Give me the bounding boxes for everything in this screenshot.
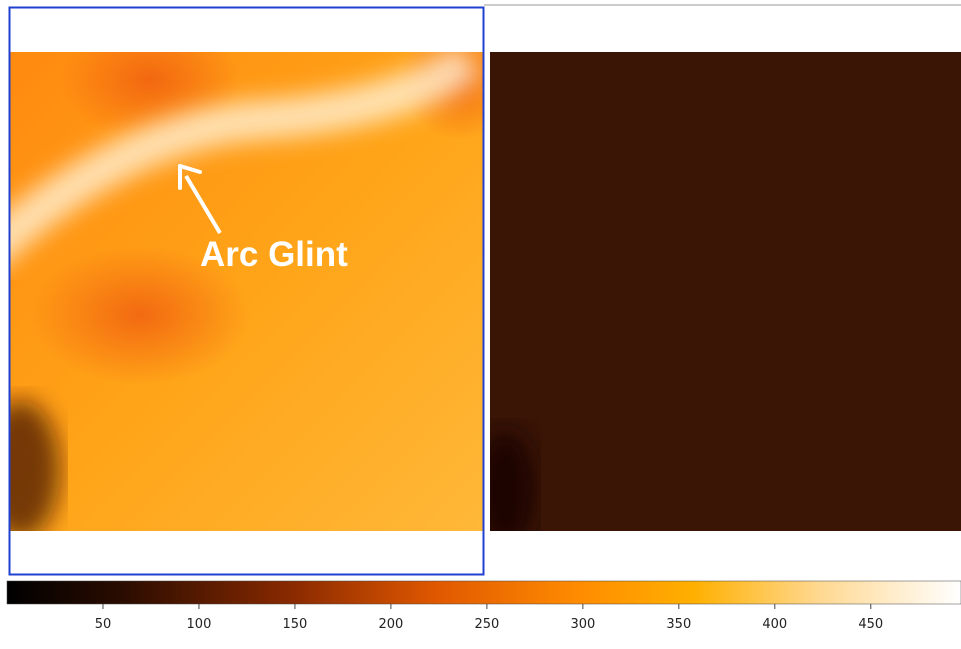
colorbar-tick-label: 250 (474, 617, 499, 632)
colorbar-tick-label: 300 (570, 617, 595, 632)
left-image (9, 52, 484, 531)
colorbar-tick-label: 200 (378, 617, 403, 632)
colorbar (6, 580, 961, 605)
colorbar-tick-label: 50 (95, 617, 112, 632)
selection-frame[interactable] (8, 6, 485, 576)
colorbar-tick-label: 400 (762, 617, 787, 632)
colorbar-tick-label: 150 (283, 617, 308, 632)
colorbar-tick-label: 350 (666, 617, 691, 632)
right-image (490, 52, 961, 531)
annotation-text: Arc Glint (200, 235, 348, 274)
colorbar-tick-label: 450 (858, 617, 883, 632)
annotation-arrow (178, 164, 222, 235)
colorbar-tick-label: 100 (187, 617, 212, 632)
colorbar-ticks: 50 100 150 200 250 300 350 400 450 (95, 604, 883, 632)
